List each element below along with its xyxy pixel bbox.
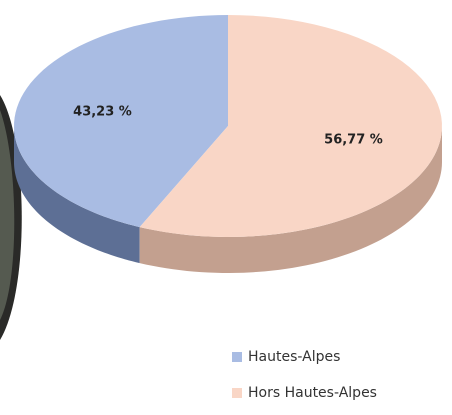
value-label: 56,77 % xyxy=(324,133,383,148)
legend-label: Hautes-Alpes xyxy=(248,349,340,365)
legend-label: Hors Hautes-Alpes xyxy=(248,385,377,401)
legend-swatch xyxy=(232,388,242,398)
legend-swatch xyxy=(232,352,242,362)
background-photo-detail xyxy=(0,110,15,320)
slice xyxy=(14,15,228,228)
slice-side xyxy=(139,126,442,273)
value-label: 43,23 % xyxy=(73,104,132,119)
slice-side xyxy=(14,126,140,264)
slice xyxy=(139,15,442,237)
